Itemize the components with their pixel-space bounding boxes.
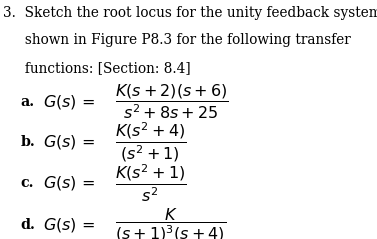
Text: $\mathit{G(s)}\,=$: $\mathit{G(s)}\,=$ [43, 216, 96, 234]
Text: shown in Figure P8.3 for the following transfer: shown in Figure P8.3 for the following t… [3, 33, 351, 48]
Text: $\dfrac{K(s+2)(s+6)}{s^2+8s+25}$: $\dfrac{K(s+2)(s+6)}{s^2+8s+25}$ [115, 82, 229, 121]
Text: $\mathit{G(s)}\,=$: $\mathit{G(s)}\,=$ [43, 133, 96, 151]
Text: b.: b. [21, 135, 35, 149]
Text: $\dfrac{K(s^2+4)}{(s^2+1)}$: $\dfrac{K(s^2+4)}{(s^2+1)}$ [115, 120, 187, 164]
Text: functions: [Section: 8.4]: functions: [Section: 8.4] [3, 61, 191, 75]
Text: $\mathit{G(s)}\,=$: $\mathit{G(s)}\,=$ [43, 174, 96, 192]
Text: d.: d. [21, 218, 35, 232]
Text: $\dfrac{K(s^2+1)}{s^2}$: $\dfrac{K(s^2+1)}{s^2}$ [115, 162, 187, 204]
Text: $\mathit{G(s)}\,=$: $\mathit{G(s)}\,=$ [43, 92, 96, 111]
Text: a.: a. [21, 95, 35, 109]
Text: c.: c. [21, 176, 34, 190]
Text: $\dfrac{K}{(s+1)^3(s+4)}$: $\dfrac{K}{(s+1)^3(s+4)}$ [115, 206, 226, 239]
Text: 3.  Sketch the root locus for the unity feedback system: 3. Sketch the root locus for the unity f… [3, 6, 377, 20]
